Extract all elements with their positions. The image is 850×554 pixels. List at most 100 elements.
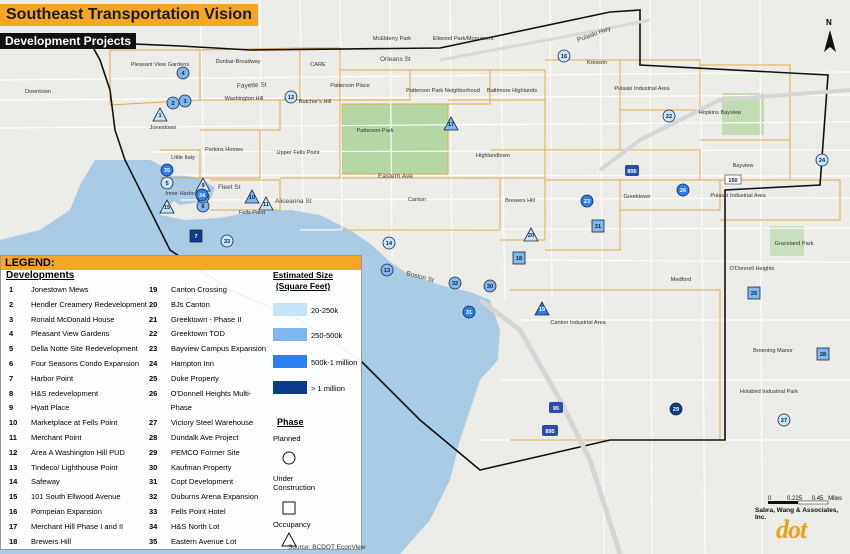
site-marker-30[interactable] (483, 279, 497, 293)
site-marker-7[interactable] (189, 229, 203, 243)
place-pulaski-area: Pulaski Industrial Area (614, 86, 670, 92)
development-number: 10 (9, 418, 18, 428)
firm-credit: Sabra, Wang & Associates, Inc. (755, 507, 839, 521)
development-item: 13 Tindeco/ Lighthouse Point (1, 461, 151, 476)
development-item: 3 Ronald McDonald House (1, 313, 151, 328)
scale-bar (768, 500, 829, 505)
site-number-5: 5 (165, 181, 168, 187)
site-marker-32[interactable] (448, 276, 462, 290)
phase-title: Phase (277, 417, 304, 427)
i95-highway (478, 298, 623, 554)
place-kresson: Kresson (587, 60, 608, 66)
site-marker-23[interactable] (580, 194, 594, 208)
development-name: BJs Canton (171, 299, 210, 309)
site-number-30: 30 (487, 284, 493, 290)
development-number: 34 (149, 521, 158, 531)
development-item: 34 H&S North Lot (141, 520, 271, 535)
place-patterson-place: Patterson Place (330, 83, 370, 89)
patterson-park-green (341, 103, 449, 175)
development-name: Hendler Creamery Redevelopment (31, 299, 147, 309)
developments-list-1: 1 Jonestown Mews 2 Hendler Creamery Redevel… (1, 283, 151, 549)
development-number: 20 (149, 299, 158, 309)
site-number-33: 33 (224, 239, 230, 245)
site-marker-21[interactable] (591, 219, 605, 233)
development-item: 24 Hampton Inn (141, 357, 271, 372)
scale-tick-2: 0.45 (811, 496, 824, 502)
site-number-2: 2 (171, 101, 174, 107)
site-marker-28[interactable] (816, 347, 830, 361)
site-marker-13[interactable] (380, 263, 394, 277)
site-marker-10[interactable] (244, 189, 260, 204)
development-name: Hyatt Place (31, 403, 70, 413)
site-marker-31[interactable] (462, 305, 476, 319)
i895b-shield-icon (542, 425, 558, 436)
development-name: Area A Washington Hill PUD (31, 447, 125, 457)
site-marker-1[interactable] (152, 107, 168, 122)
site-marker-22[interactable] (662, 109, 676, 123)
development-item: 31 Copt Development (141, 475, 271, 490)
development-item: 18 Brewers Hill (1, 535, 151, 550)
development-item: 20 BJs Canton (141, 298, 271, 313)
site-marker-12[interactable] (284, 90, 298, 104)
site-marker-16[interactable] (557, 49, 571, 63)
street-eastern: Eastern Ave (378, 173, 413, 180)
development-sites: 1234567891011121314151617181920212223242… (152, 49, 830, 427)
development-number: 16 (9, 506, 18, 516)
site-marker-11[interactable] (258, 196, 274, 211)
site-marker-19[interactable] (534, 301, 550, 316)
place-perkins: Perkins Homes (205, 147, 243, 153)
site-marker-5[interactable] (160, 176, 174, 190)
development-name: Harbor Point (31, 373, 74, 383)
development-number: 31 (149, 477, 158, 487)
site-marker-33[interactable] (220, 234, 234, 248)
site-number-34: 34 (199, 193, 206, 199)
place-odonnell: O'Donnell Heights (730, 266, 775, 272)
site-marker-25[interactable] (747, 286, 761, 300)
development-item: 16 Pompeian Expansion (1, 505, 151, 520)
site-marker-14[interactable] (382, 236, 396, 250)
site-marker-24[interactable] (815, 153, 829, 167)
development-number: 19 (149, 285, 158, 294)
site-marker-27[interactable] (777, 413, 791, 427)
square-icon (282, 501, 296, 515)
site-marker-34[interactable] (195, 188, 209, 202)
site-number-16: 16 (561, 54, 567, 60)
development-name: Victory Steel Warehouse (171, 418, 254, 428)
site-number-4: 4 (181, 71, 185, 77)
site-marker-18[interactable] (512, 251, 526, 265)
place-graceland: Graceland Park (775, 241, 814, 247)
development-number: 13 (9, 462, 18, 472)
site-marker-29[interactable] (669, 402, 683, 416)
phase-label: Under Construction (273, 474, 316, 492)
development-name: Dundalk Ave Project (171, 432, 239, 442)
site-marker-35[interactable] (160, 163, 174, 177)
development-item: 8 H&S redevelopment (1, 387, 151, 402)
site-marker-3[interactable] (178, 94, 192, 108)
development-item: 15 101 South Ellwood Avenue (1, 490, 151, 505)
site-marker-15[interactable] (159, 199, 175, 214)
development-name: Marketplace at Fells Point (31, 418, 118, 428)
site-marker-20[interactable] (523, 227, 539, 242)
site-number-31: 31 (466, 310, 472, 316)
site-marker-26[interactable] (676, 183, 690, 197)
development-name: H&S redevelopment (31, 388, 99, 398)
development-name: Pleasant View Gardens (31, 329, 110, 339)
development-item: 21 Greektown - Phase II (141, 313, 271, 328)
development-name: Tindeco/ Lighthouse Point (31, 462, 118, 472)
development-name: O'Donnell Heights Multi-Phase (170, 388, 252, 413)
site-number-29: 29 (673, 407, 679, 413)
site-marker-17[interactable] (443, 116, 459, 131)
site-marker-4[interactable] (176, 66, 190, 80)
development-number: 4 (9, 329, 14, 339)
site-number-1: 1 (158, 113, 161, 119)
site-number-24: 24 (819, 158, 826, 164)
size-label: 500k-1 million (311, 358, 358, 367)
site-number-25: 25 (751, 291, 757, 297)
site-number-20: 20 (528, 233, 534, 239)
place-pulaski-area2: Pulaski Industrial Area (710, 193, 766, 199)
development-item: 4 Pleasant View Gardens (1, 327, 151, 342)
source-note: Source: BCDOT EconView (288, 544, 366, 551)
street-fayette: Fayette St (237, 81, 267, 90)
development-name: Safeway (31, 477, 60, 487)
development-number: 23 (149, 344, 158, 354)
